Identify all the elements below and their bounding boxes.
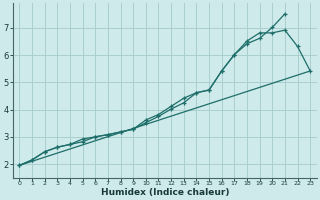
X-axis label: Humidex (Indice chaleur): Humidex (Indice chaleur) (100, 188, 229, 197)
